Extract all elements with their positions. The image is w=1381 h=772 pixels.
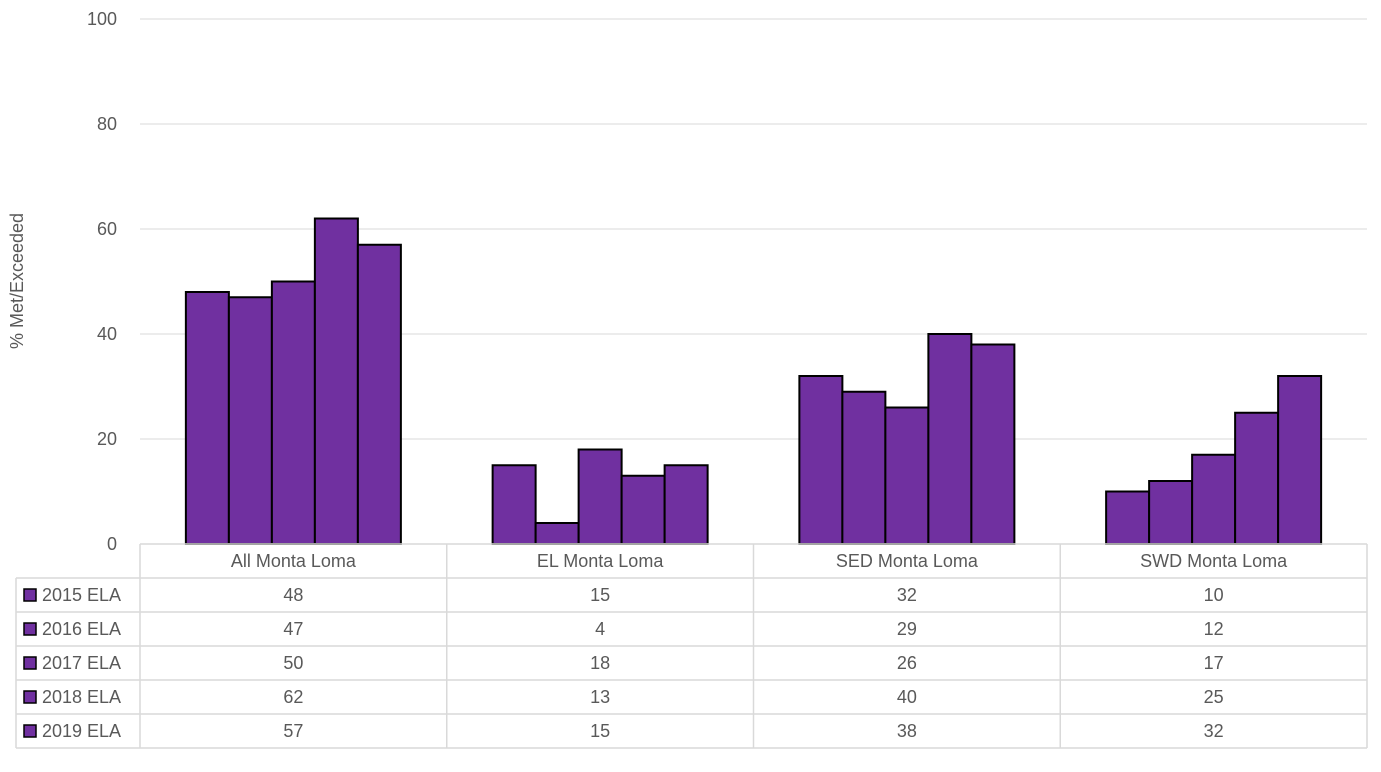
table-cell-value: 13 xyxy=(590,687,610,707)
category-label: SWD Monta Loma xyxy=(1140,551,1288,571)
y-axis-ticks: 0 20 40 60 80 100 xyxy=(87,9,117,554)
bar xyxy=(1148,480,1194,545)
bar xyxy=(927,333,973,545)
bar xyxy=(1105,490,1151,545)
y-tick-label: 60 xyxy=(97,219,117,239)
table-cell-value: 57 xyxy=(283,721,303,741)
legend-swatch xyxy=(23,656,37,670)
table-cell-value: 32 xyxy=(1204,721,1224,741)
table-cell-value: 26 xyxy=(897,653,917,673)
table-cell-value: 15 xyxy=(590,585,610,605)
bar xyxy=(1234,411,1280,545)
category-label: All Monta Loma xyxy=(231,551,357,571)
table-cell-value: 48 xyxy=(283,585,303,605)
series-name: 2015 ELA xyxy=(42,585,121,605)
bar xyxy=(841,390,887,545)
category-label: EL Monta Loma xyxy=(537,551,664,571)
table-cell-value: 29 xyxy=(897,619,917,639)
table-cell-value: 15 xyxy=(590,721,610,741)
legend-swatch xyxy=(23,724,37,738)
table-cell-value: 38 xyxy=(897,721,917,741)
table-cell-value: 50 xyxy=(283,653,303,673)
series-name: 2018 ELA xyxy=(42,687,121,707)
y-tick-label: 0 xyxy=(107,534,117,554)
bar xyxy=(663,464,709,545)
table-cell-value: 47 xyxy=(283,619,303,639)
bar xyxy=(970,343,1016,545)
y-tick-label: 80 xyxy=(97,114,117,134)
data-table: All Monta Loma EL Monta Loma SED Monta Lom… xyxy=(15,543,1368,749)
table-cell-value: 12 xyxy=(1204,619,1224,639)
table-cell-value: 18 xyxy=(590,653,610,673)
series-name: 2019 ELA xyxy=(42,721,121,741)
bar xyxy=(1277,375,1323,545)
table-cell-value: 62 xyxy=(283,687,303,707)
bar xyxy=(798,375,844,545)
bar xyxy=(884,406,930,545)
legend-swatch xyxy=(23,622,37,636)
y-tick-label: 100 xyxy=(87,9,117,29)
table-cell-value: 32 xyxy=(897,585,917,605)
table-cell-value: 10 xyxy=(1204,585,1224,605)
bar xyxy=(270,280,316,545)
table-cell-value: 4 xyxy=(595,619,605,639)
bars xyxy=(184,217,1323,545)
y-axis-label: % Met/Exceeded xyxy=(7,213,27,349)
bar xyxy=(356,243,402,545)
series-name: 2017 ELA xyxy=(42,653,121,673)
y-tick-label: 40 xyxy=(97,324,117,344)
bar xyxy=(577,448,623,545)
legend-swatch xyxy=(23,690,37,704)
bar xyxy=(534,522,580,545)
bar xyxy=(491,464,537,545)
table-cell-value: 40 xyxy=(897,687,917,707)
category-label: SED Monta Loma xyxy=(836,551,979,571)
series-name: 2016 ELA xyxy=(42,619,121,639)
y-tick-label: 20 xyxy=(97,429,117,449)
bar xyxy=(227,296,273,545)
legend-swatch xyxy=(23,588,37,602)
table-cell-value: 17 xyxy=(1204,653,1224,673)
table-cell-value: 25 xyxy=(1204,687,1224,707)
bar xyxy=(1191,453,1237,545)
bar xyxy=(184,291,230,545)
bar xyxy=(620,474,666,545)
bar xyxy=(313,217,359,545)
